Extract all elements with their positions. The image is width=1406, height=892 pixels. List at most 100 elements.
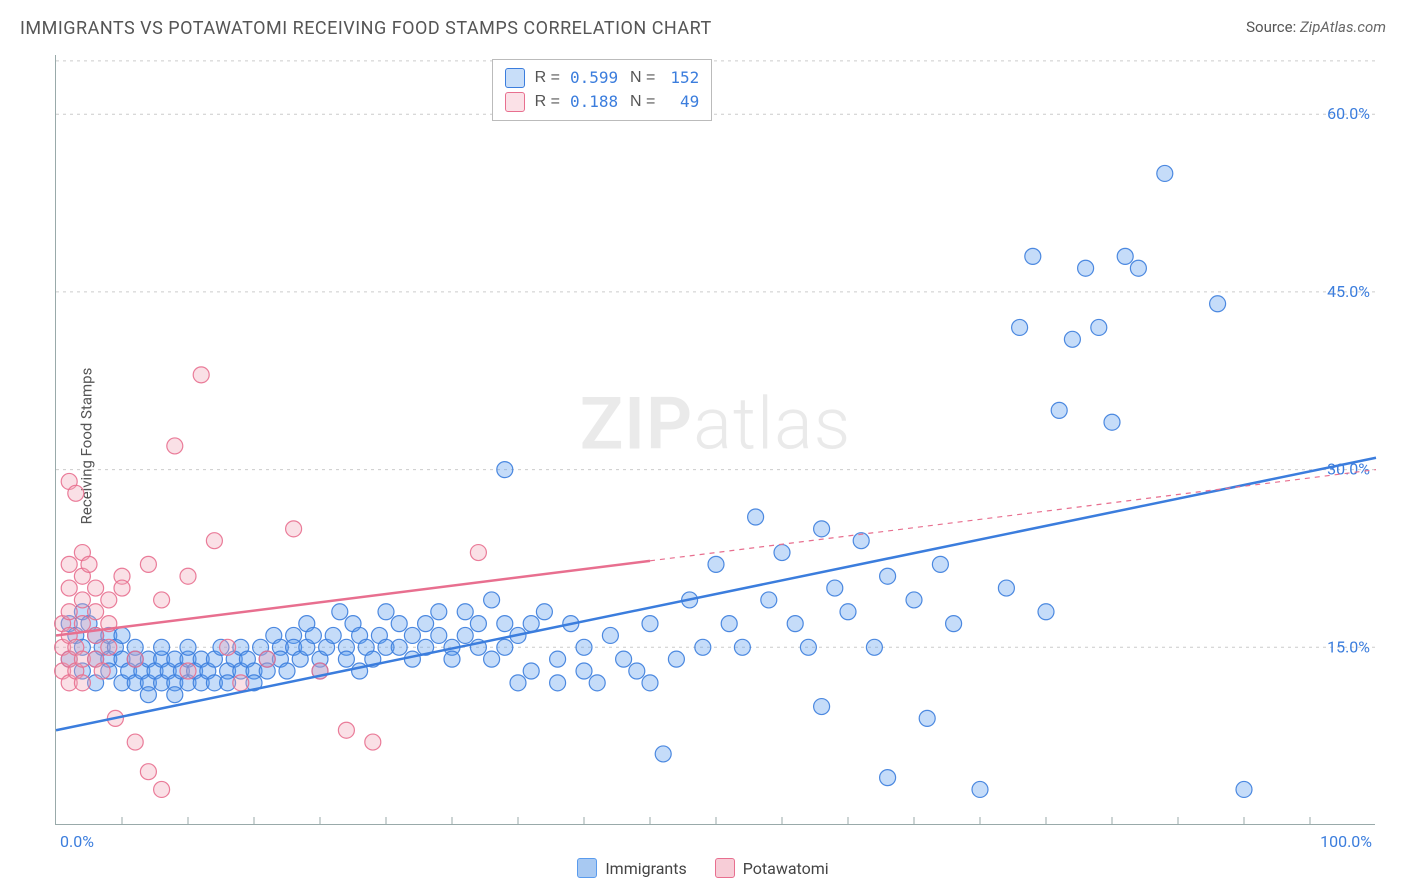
data-point [259,651,275,667]
data-point [668,651,684,667]
data-point [523,616,539,632]
data-point [734,639,750,655]
data-point [550,651,566,667]
plot-area: 15.0%30.0%45.0%60.0%0.0%100.0% ZIPatlas … [55,55,1375,825]
data-point [919,710,935,726]
data-point [866,639,882,655]
data-point [998,580,1014,596]
stat-n-value: 49 [665,90,699,114]
chart-container: IMMIGRANTS VS POTAWATOMI RECEIVING FOOD … [0,0,1406,892]
data-point [787,616,803,632]
data-point [404,651,420,667]
data-point [127,651,143,667]
data-point [1210,296,1226,312]
bottom-legend: Immigrants Potawatomi [0,858,1406,878]
data-point [484,592,500,608]
data-point [101,592,117,608]
data-point [140,687,156,703]
data-point [180,568,196,584]
data-point [589,675,605,691]
data-point [484,651,500,667]
stat-r-label: R = [535,66,560,90]
data-point [906,592,922,608]
header-row: IMMIGRANTS VS POTAWATOMI RECEIVING FOOD … [20,18,1386,39]
data-point [470,545,486,561]
data-point [325,627,341,643]
data-point [140,764,156,780]
data-point [1051,402,1067,418]
data-point [88,580,104,596]
data-point [404,627,420,643]
stat-n-label: N = [630,66,655,90]
data-point [576,663,592,679]
data-point [1064,331,1080,347]
data-point [61,580,77,596]
data-point [1130,260,1146,276]
data-point [880,568,896,584]
stat-r-value: 0.188 [570,90,620,114]
data-point [1025,248,1041,264]
data-point [1236,781,1252,797]
legend-label: Immigrants [605,859,686,878]
data-point [972,781,988,797]
data-point [167,438,183,454]
data-point [748,509,764,525]
data-point [946,616,962,632]
data-point [497,616,513,632]
data-point [1104,414,1120,430]
data-point [114,627,130,643]
x-tick-label: 0.0% [60,832,94,851]
y-tick-label: 15.0% [1327,637,1370,656]
data-point [576,639,592,655]
data-point [1012,319,1028,335]
data-point [708,556,724,572]
data-point [642,675,658,691]
data-point [154,639,170,655]
data-point [655,746,671,762]
stat-r-value: 0.599 [570,66,620,90]
stat-n-label: N = [630,90,655,114]
y-tick-label: 60.0% [1327,104,1370,123]
data-point [94,663,110,679]
data-point [497,462,513,478]
data-point [431,604,447,620]
legend-label: Potawatomi [743,859,829,878]
data-point [444,651,460,667]
legend-item: Potawatomi [715,858,829,878]
data-point [101,639,117,655]
data-point [127,734,143,750]
data-point [1038,604,1054,620]
data-point [74,592,90,608]
data-point [932,556,948,572]
data-point [180,663,196,679]
chart-title: IMMIGRANTS VS POTAWATOMI RECEIVING FOOD … [20,18,712,39]
data-point [1091,319,1107,335]
x-tick-label: 100.0% [1320,832,1372,851]
data-point [391,616,407,632]
source-name: ZipAtlas.com [1300,18,1386,36]
data-point [418,616,434,632]
legend-item: Immigrants [577,858,686,878]
data-point [629,663,645,679]
data-point [616,651,632,667]
data-point [81,556,97,572]
data-point [814,521,830,537]
legend-swatch [577,858,597,878]
stats-row: R =0.188N =49 [505,90,700,114]
data-point [497,639,513,655]
data-point [457,627,473,643]
data-point [88,604,104,620]
legend-swatch [715,858,735,878]
data-point [220,639,236,655]
stats-swatch [505,92,525,112]
data-point [114,580,130,596]
data-point [774,545,790,561]
data-point [378,604,394,620]
data-point [721,616,737,632]
data-point [193,367,209,383]
data-point [510,675,526,691]
data-point [391,639,407,655]
data-point [279,663,295,679]
data-point [1157,165,1173,181]
stat-n-value: 152 [665,66,699,90]
